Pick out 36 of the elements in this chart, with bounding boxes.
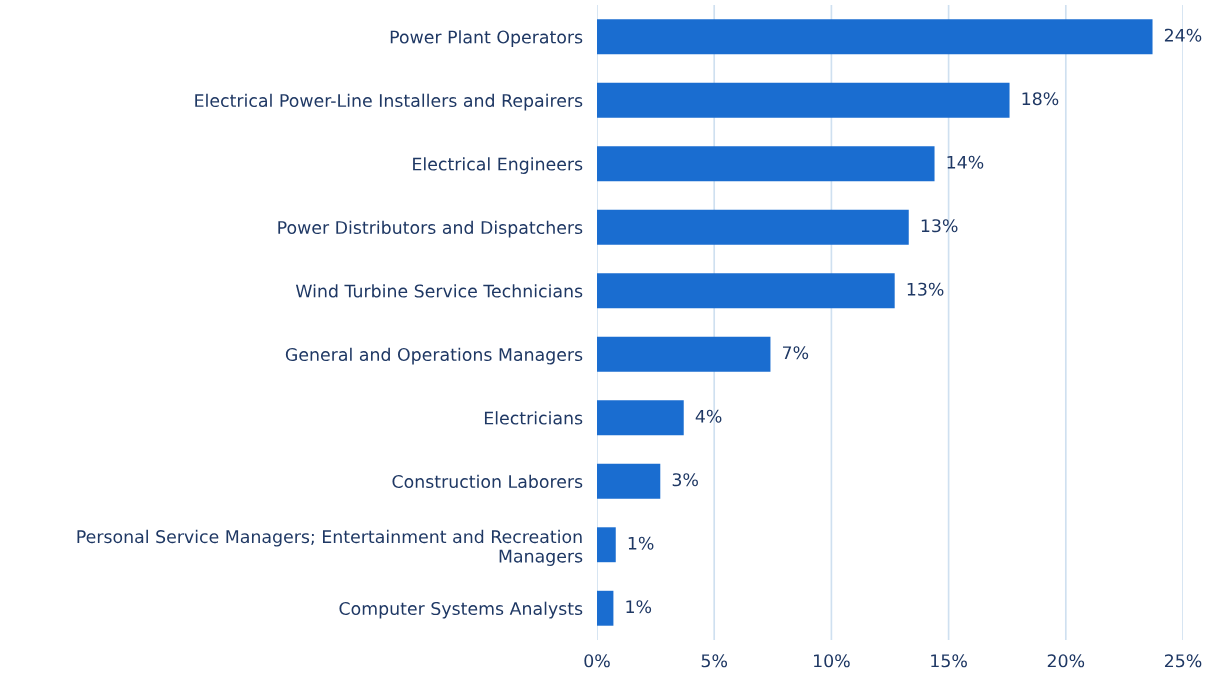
y-tick-label: Electricians — [484, 411, 583, 425]
y-tick-label: Power Distributors and Dispatchers — [278, 220, 583, 238]
bar — [597, 336, 771, 372]
y-tick-label: Electrical Power-Line Installers and Repairers — [195, 93, 583, 111]
data-label: 18% — [1022, 92, 1059, 106]
data-label: 4% — [695, 409, 722, 423]
bar — [597, 590, 614, 626]
data-label: 14% — [947, 155, 984, 169]
x-tick-label: 5% — [701, 654, 728, 668]
y-tick-label: Power Plant Operators — [390, 30, 583, 47]
bar — [597, 82, 1010, 118]
data-label: 3% — [672, 473, 698, 487]
data-label: 24% — [1164, 28, 1202, 42]
x-tick-label: 0% — [584, 654, 610, 668]
y-tick-label: General and Operations Managers — [285, 347, 583, 365]
bar — [597, 463, 661, 499]
bar — [597, 273, 895, 309]
data-label: 7% — [782, 346, 809, 360]
bar — [597, 209, 909, 245]
data-label: 1% — [628, 536, 654, 550]
x-tick-label: 10% — [814, 654, 850, 668]
y-tick-label: Personal Service Managers; Entertainment and Recreation Managers — [77, 529, 583, 566]
y-tick-label: Wind Turbine Service Technicians — [295, 284, 583, 298]
x-tick-label: 15% — [931, 654, 967, 668]
bar — [597, 400, 684, 436]
data-label: 13% — [907, 282, 944, 296]
bar — [597, 146, 935, 182]
bar — [597, 527, 616, 563]
data-label: 13% — [921, 219, 958, 233]
y-tick-label: Computer Systems Analysts — [339, 601, 583, 619]
y-tick-label: Electrical Engineers — [413, 157, 583, 174]
data-label: 1% — [626, 600, 652, 614]
x-tick-label: 25% — [1164, 654, 1202, 668]
bar — [597, 19, 1153, 55]
x-tick-label: 20% — [1047, 654, 1085, 668]
y-tick-label: Construction Laborers — [392, 474, 583, 489]
